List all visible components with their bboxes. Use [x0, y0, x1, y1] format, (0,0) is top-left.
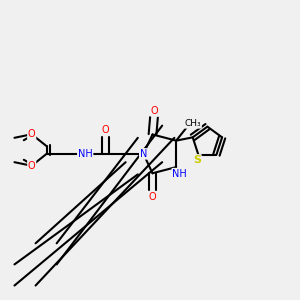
Text: O: O	[149, 192, 156, 202]
Text: S: S	[193, 155, 201, 165]
Text: NH: NH	[78, 149, 93, 159]
Text: O: O	[102, 125, 109, 135]
Text: O: O	[150, 106, 158, 116]
Text: O: O	[28, 161, 35, 171]
Text: N: N	[140, 149, 147, 159]
Text: O: O	[28, 129, 35, 139]
Text: NH: NH	[172, 169, 187, 178]
Text: CH₃: CH₃	[184, 119, 201, 128]
